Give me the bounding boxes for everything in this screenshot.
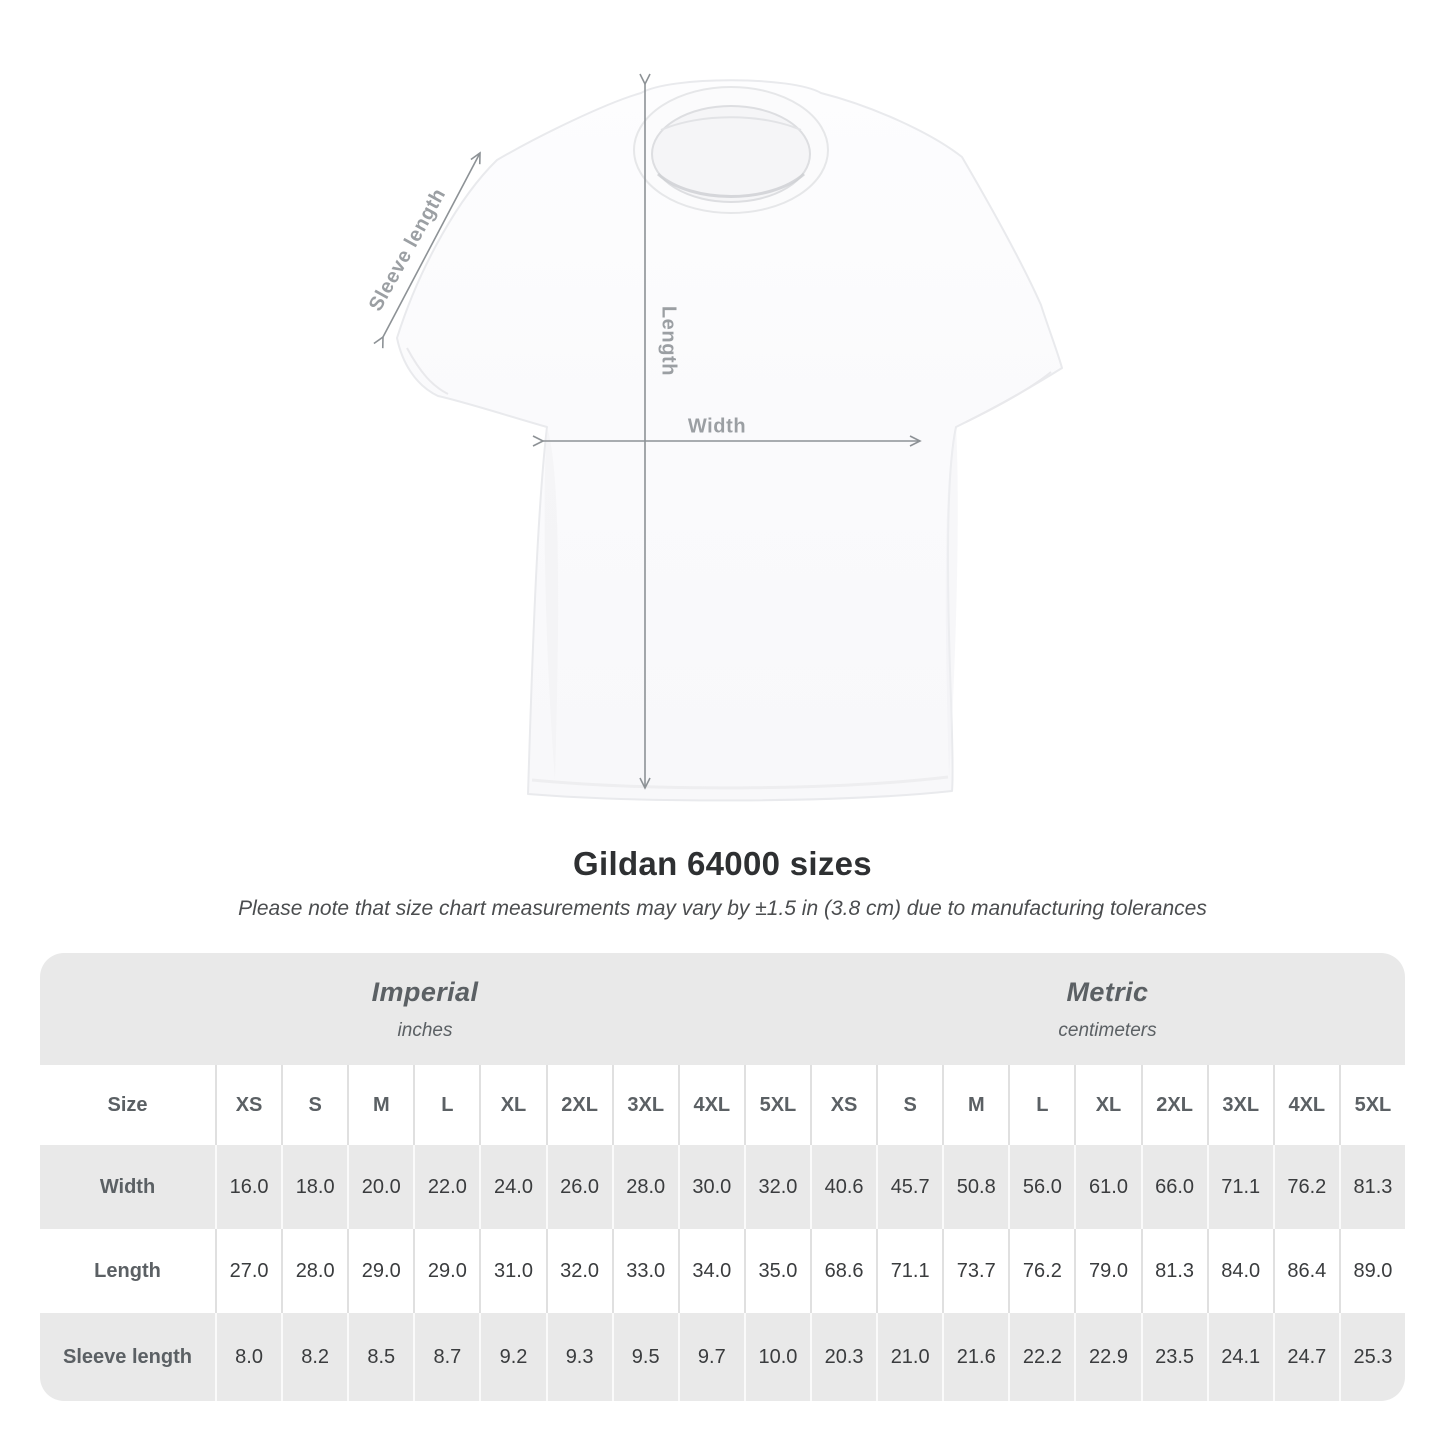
sleeve-length-arrow: [373, 151, 481, 349]
metric-value-cell: 71.1: [1206, 1145, 1273, 1229]
row-label: Length: [94, 1259, 161, 1282]
imperial-value-cell: 10.0: [743, 1313, 810, 1401]
metric-value-cell: 21.0: [876, 1313, 942, 1401]
imperial-value-cell: 31.0: [479, 1229, 545, 1313]
length-label: Length: [657, 305, 680, 377]
size-table-rows: Size XS S M L XL 2XL 3XL 4XL 5XL XS S M L XL 2XL 3XL 4XL 5…: [40, 1065, 1405, 1401]
imperial-value-cell: 20.0: [347, 1145, 413, 1229]
metric-value-cell: 45.7: [876, 1145, 942, 1229]
size-header-row: Size XS S M L XL 2XL 3XL 4XL 5XL XS S M L XL 2XL 3XL 4XL 5…: [40, 1065, 1405, 1145]
metric-value-cell: 23.5: [1140, 1313, 1207, 1401]
size-column-header: 2XL: [1140, 1065, 1207, 1145]
size-column-header: 4XL: [1272, 1065, 1339, 1145]
imperial-value-cell: 33.0: [611, 1229, 678, 1313]
imperial-value-cell: 22.0: [413, 1145, 479, 1229]
tolerance-note: Please note that size chart measurements…: [238, 897, 1207, 920]
imperial-value-cell: 9.3: [545, 1313, 612, 1401]
metric-header-label: Metric: [1066, 976, 1149, 1007]
metric-value-cell: 86.4: [1272, 1229, 1339, 1313]
imperial-value-cell: 24.0: [479, 1145, 545, 1229]
imperial-value-cell: 8.0: [215, 1313, 281, 1401]
imperial-value-cell: 9.7: [677, 1313, 744, 1401]
size-column-header: 4XL: [677, 1065, 744, 1145]
metric-value-cell: 81.3: [1338, 1145, 1405, 1229]
metric-value-cell: 81.3: [1140, 1229, 1207, 1313]
size-header-label: Size: [107, 1093, 148, 1116]
imperial-value-cell: 16.0: [215, 1145, 281, 1229]
metric-header-group: Metric centimeters: [810, 953, 1405, 1065]
imperial-value-cell: 32.0: [545, 1229, 612, 1313]
size-column-header: M: [347, 1065, 413, 1145]
size-column-header: 5XL: [743, 1065, 810, 1145]
imperial-value-cell: 28.0: [281, 1229, 347, 1313]
metric-value-cell: 68.6: [810, 1229, 876, 1313]
tshirt-collar: [633, 86, 829, 214]
metric-value-cell: 22.9: [1074, 1313, 1140, 1401]
row-label: Width: [99, 1175, 156, 1198]
imperial-value-cell: 8.7: [413, 1313, 479, 1401]
width-label: Width: [687, 415, 747, 438]
metric-value-cell: 22.2: [1008, 1313, 1074, 1401]
imperial-value-cell: 9.2: [479, 1313, 545, 1401]
page-title: Gildan 64000 sizes: [573, 845, 872, 882]
size-column-header: 2XL: [545, 1065, 612, 1145]
size-column-header: L: [413, 1065, 479, 1145]
table-row: Width 16.0 18.0 20.0 22.0 24.0 26.0 28.0 30.0 32.…: [40, 1145, 1405, 1229]
metric-header-sublabel: centimeters: [1058, 1019, 1157, 1041]
size-column-header: 3XL: [611, 1065, 678, 1145]
imperial-value-cell: 26.0: [545, 1145, 612, 1229]
imperial-value-cell: 29.0: [347, 1229, 413, 1313]
size-column-header: 3XL: [1206, 1065, 1273, 1145]
size-column-header: M: [942, 1065, 1008, 1145]
size-column-header: S: [281, 1065, 347, 1145]
imperial-value-cell: 29.0: [413, 1229, 479, 1313]
tshirt-measurement-diagram: Sleeve length Length Width: [365, 73, 1063, 802]
imperial-value-cell: 9.5: [611, 1313, 678, 1401]
metric-value-cell: 84.0: [1206, 1229, 1273, 1313]
imperial-value-cell: 18.0: [281, 1145, 347, 1229]
metric-value-cell: 21.6: [942, 1313, 1008, 1401]
metric-value-cell: 89.0: [1338, 1229, 1405, 1313]
row-label: Sleeve length: [63, 1345, 192, 1368]
imperial-value-cell: 27.0: [215, 1229, 281, 1313]
metric-value-cell: 24.7: [1272, 1313, 1339, 1401]
table-row: Length 27.0 28.0 29.0 29.0 31.0 32.0 33.0 34.0 35…: [40, 1229, 1405, 1313]
metric-value-cell: 20.3: [810, 1313, 876, 1401]
metric-value-cell: 66.0: [1140, 1145, 1207, 1229]
table-row: Sleeve length 8.0 8.2 8.5 8.7 9.2 9.3 9.5 9.7 10.…: [40, 1313, 1405, 1401]
metric-value-cell: 71.1: [876, 1229, 942, 1313]
size-chart-table: Imperial inches Metric centimeters Size X…: [40, 953, 1405, 1401]
metric-value-cell: 56.0: [1008, 1145, 1074, 1229]
imperial-header-sublabel: inches: [397, 1019, 453, 1041]
size-column-header: XL: [479, 1065, 545, 1145]
metric-value-cell: 76.2: [1008, 1229, 1074, 1313]
imperial-header-group: Imperial inches: [40, 953, 810, 1065]
metric-value-cell: 61.0: [1074, 1145, 1140, 1229]
size-column-header: S: [876, 1065, 942, 1145]
imperial-value-cell: 35.0: [743, 1229, 810, 1313]
metric-value-cell: 40.6: [810, 1145, 876, 1229]
unit-header-band: Imperial inches Metric centimeters: [40, 953, 1405, 1065]
size-column-header: L: [1008, 1065, 1074, 1145]
size-column-header: XL: [1074, 1065, 1140, 1145]
metric-value-cell: 79.0: [1074, 1229, 1140, 1313]
tshirt-illustration: [373, 73, 1063, 802]
imperial-value-cell: 8.2: [281, 1313, 347, 1401]
metric-value-cell: 50.8: [942, 1145, 1008, 1229]
imperial-value-cell: 32.0: [743, 1145, 810, 1229]
imperial-value-cell: 34.0: [677, 1229, 744, 1313]
metric-value-cell: 73.7: [942, 1229, 1008, 1313]
metric-value-cell: 76.2: [1272, 1145, 1339, 1229]
size-column-header: XS: [215, 1065, 281, 1145]
imperial-value-cell: 28.0: [611, 1145, 678, 1229]
imperial-value-cell: 30.0: [677, 1145, 744, 1229]
metric-value-cell: 24.1: [1206, 1313, 1273, 1401]
size-column-header: XS: [810, 1065, 876, 1145]
metric-value-cell: 25.3: [1338, 1313, 1405, 1401]
size-column-header: 5XL: [1338, 1065, 1405, 1145]
imperial-header-label: Imperial: [371, 976, 479, 1007]
imperial-value-cell: 8.5: [347, 1313, 413, 1401]
